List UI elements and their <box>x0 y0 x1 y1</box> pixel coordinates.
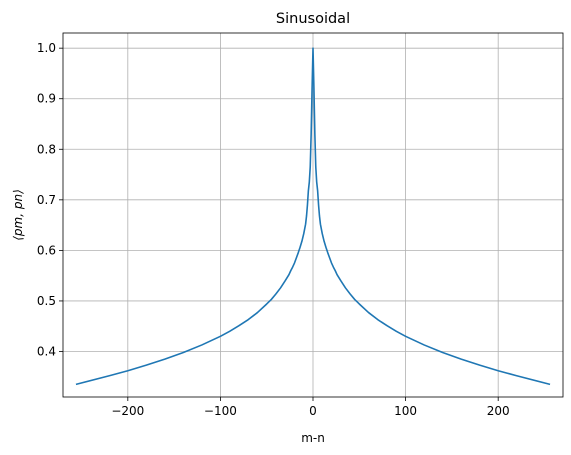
y-tick-label: 0.8 <box>37 142 56 156</box>
y-axis-label: ⟨pm, pn⟩ <box>11 189 25 241</box>
y-tick-label: 0.9 <box>37 92 56 106</box>
y-tick-label: 1.0 <box>37 41 56 55</box>
series-line-0 <box>75 47 551 386</box>
x-tick-label: 0 <box>309 404 317 418</box>
y-tick-label: 0.7 <box>37 193 56 207</box>
grid <box>63 33 563 397</box>
ticks: −200 −100 0 100 200 0.4 0.5 0.6 0.7 0.8 0.9 1.0 <box>37 41 510 418</box>
x-tick-label: 200 <box>487 404 510 418</box>
x-tick-label: −200 <box>111 404 144 418</box>
series-layer <box>75 47 551 386</box>
chart-title: Sinusoidal <box>276 11 350 27</box>
y-tick-label: 0.4 <box>37 345 56 359</box>
x-tick-label: −100 <box>204 404 237 418</box>
x-tick-label: 100 <box>394 404 417 418</box>
y-tick-label: 0.6 <box>37 243 56 257</box>
y-tick-label: 0.5 <box>37 294 56 308</box>
x-axis-label: m-n <box>301 431 325 445</box>
